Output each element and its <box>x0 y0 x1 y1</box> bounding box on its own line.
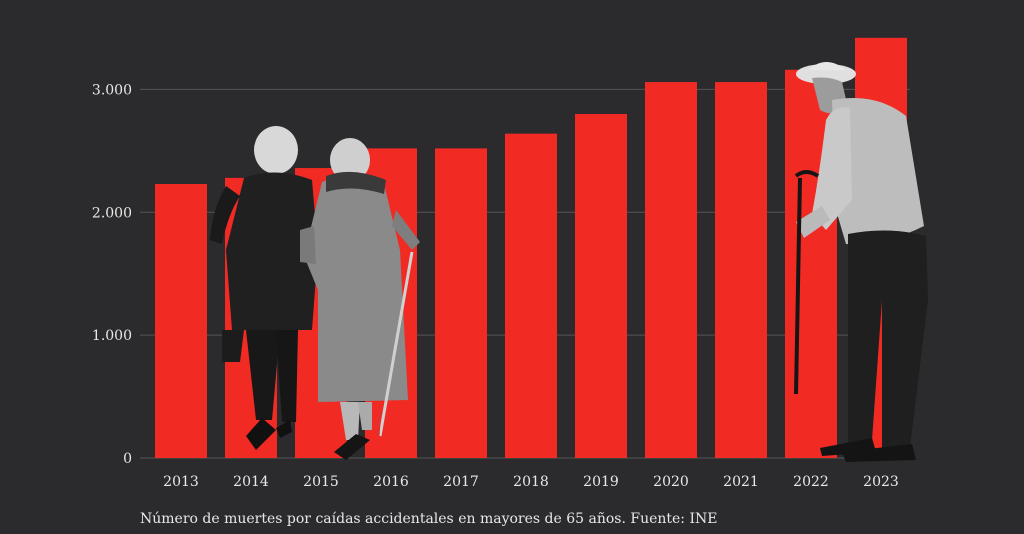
y-tick-label: 3.000 <box>92 82 132 98</box>
x-tick-label-2020: 2020 <box>653 474 689 490</box>
x-tick-label-2021: 2021 <box>723 474 759 490</box>
elderly-women-walking-photo <box>210 126 420 460</box>
bar-2017 <box>435 148 487 458</box>
bar-2020 <box>645 82 697 459</box>
y-tick-label: 2.000 <box>92 205 132 221</box>
bar-2021 <box>715 82 767 459</box>
x-axis-labels: 2013 2014 2015 2016 2017 2018 2019 2020 2021 2022… <box>163 474 899 490</box>
x-tick-label-2015: 2015 <box>303 474 339 490</box>
x-tick-label-2022: 2022 <box>793 474 829 490</box>
y-axis-ticks: 0 1.000 2.000 3.000 <box>92 82 132 467</box>
elderly-man-with-cane-photo <box>794 62 928 462</box>
x-tick-label-2013: 2013 <box>163 474 199 490</box>
x-tick-label-2019: 2019 <box>583 474 619 490</box>
x-tick-label-2018: 2018 <box>513 474 549 490</box>
bar-2019 <box>575 114 627 458</box>
x-tick-label-2016: 2016 <box>373 474 409 490</box>
bar-2013 <box>155 184 207 458</box>
x-tick-label-2014: 2014 <box>233 474 269 490</box>
x-tick-label-2017: 2017 <box>443 474 479 490</box>
chart-caption: Número de muertes por caídas accidentale… <box>140 511 718 527</box>
y-tick-label: 1.000 <box>92 328 132 344</box>
y-tick-label: 0 <box>123 451 132 467</box>
bar-2018 <box>505 133 557 458</box>
x-tick-label-2023: 2023 <box>863 474 899 490</box>
